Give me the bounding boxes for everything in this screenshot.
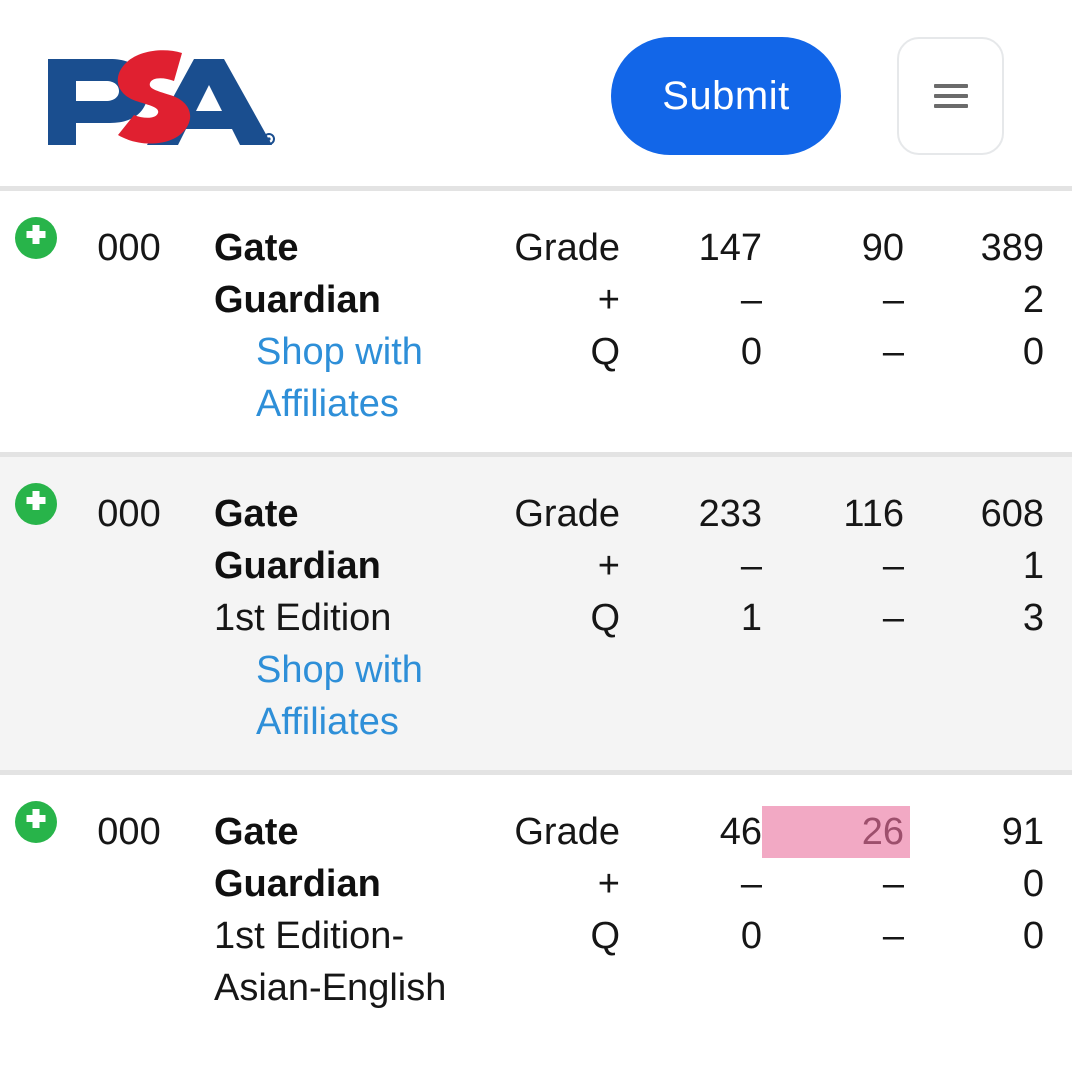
grade-value: – <box>740 545 762 587</box>
submit-button[interactable]: Submit <box>611 37 841 155</box>
grade-value-column: 389 2 0 <box>904 222 1044 378</box>
table-row: 000 Gate Guardian 1st Edition-Asian-Englis… <box>0 775 1072 1036</box>
grade-value: – <box>882 597 904 639</box>
grade-value: – <box>882 279 904 321</box>
grade-value: 26 <box>762 806 910 858</box>
grade-value: – <box>740 279 762 321</box>
menu-button[interactable] <box>897 37 1004 155</box>
grade-value: 0 <box>1022 915 1044 957</box>
hamburger-icon <box>933 84 968 108</box>
grade-value: – <box>882 545 904 587</box>
grade-value: – <box>882 915 904 957</box>
cert-id: 000 <box>97 493 161 535</box>
grade-label: + <box>597 863 620 905</box>
card-title: Gate Guardian <box>214 493 381 587</box>
grade-label: Grade <box>514 227 620 269</box>
grade-value: 147 <box>698 227 762 269</box>
grade-label: + <box>597 279 620 321</box>
grade-label-column: Grade + Q <box>450 488 620 644</box>
grade-label-column: Grade + Q <box>450 222 620 378</box>
grade-label: Grade <box>514 811 620 853</box>
grade-value: 2 <box>1022 279 1044 321</box>
grade-grid: Grade + Q 233 – 1 116 – – 608 1 3 <box>450 473 1046 644</box>
grade-label: + <box>597 545 620 587</box>
card-name-cell: Gate Guardian Shop with Affiliates <box>200 207 450 430</box>
grade-value-column: 46 – 0 <box>620 806 762 962</box>
grade-value: 46 <box>719 811 762 853</box>
row-divider <box>0 770 1072 775</box>
plus-circle-icon[interactable] <box>14 216 58 260</box>
row-divider <box>0 452 1072 457</box>
row-content: 000 Gate Guardian Shop with Affiliates Grad… <box>0 207 1072 430</box>
grade-value: – <box>882 863 904 905</box>
table-row: 000 Gate Guardian 1st Edition Shop with Aff… <box>0 457 1072 770</box>
grade-value: 3 <box>1022 597 1044 639</box>
grade-value: 90 <box>861 227 904 269</box>
grade-value: 0 <box>740 331 762 373</box>
header-divider <box>0 186 1072 191</box>
card-list: 000 Gate Guardian Shop with Affiliates Grad… <box>0 191 1072 1036</box>
grade-value-column: 608 1 3 <box>904 488 1044 644</box>
grade-value: 116 <box>843 493 904 535</box>
plus-circle-icon[interactable] <box>14 482 58 526</box>
grade-value-column: 147 – 0 <box>620 222 762 378</box>
page-header: Submit <box>0 0 1072 186</box>
card-variant: 1st Edition <box>214 597 392 639</box>
grade-label: Q <box>590 331 620 373</box>
grade-value: 0 <box>1022 331 1044 373</box>
row-content: 000 Gate Guardian 1st Edition-Asian-Englis… <box>0 791 1072 1014</box>
grade-label-column: Grade + Q <box>450 806 620 962</box>
grade-value: 389 <box>980 227 1044 269</box>
grade-value-column: 26 – – <box>762 806 910 962</box>
grade-value: – <box>740 863 762 905</box>
psa-logo <box>44 47 276 147</box>
grade-grid: Grade + Q 46–0 26– –91 0 0 <box>450 791 1046 962</box>
grade-value: 233 <box>698 493 762 535</box>
grade-value-column: 90 – – <box>762 222 904 378</box>
highlighted-grade-value: 26 <box>762 806 910 858</box>
grade-value: 1 <box>1022 545 1044 587</box>
shop-with-affiliates-link[interactable]: Shop with Affiliates <box>256 331 423 425</box>
grade-value-column: 116 – – <box>762 488 904 644</box>
cert-id: 000 <box>97 227 161 269</box>
card-name-cell: Gate Guardian 1st Edition Shop with Affili… <box>200 473 450 748</box>
grade-label: Q <box>590 915 620 957</box>
shop-with-affiliates-link[interactable]: Shop with Affiliates <box>256 649 423 743</box>
grade-label: Grade <box>514 493 620 535</box>
grade-value: 91 <box>1001 811 1044 853</box>
grade-value-column: 233 – 1 <box>620 488 762 644</box>
plus-circle-icon[interactable] <box>14 800 58 844</box>
card-variant: 1st Edition-Asian-English <box>214 915 447 1009</box>
grade-value-column: 91 0 0 <box>904 806 1044 962</box>
row-content: 000 Gate Guardian 1st Edition Shop with Aff… <box>0 473 1072 748</box>
card-title: Gate Guardian <box>214 227 381 321</box>
grade-value: 0 <box>1022 863 1044 905</box>
card-name-cell: Gate Guardian 1st Edition-Asian-English <box>200 791 450 1014</box>
table-row: 000 Gate Guardian Shop with Affiliates Grad… <box>0 191 1072 452</box>
grade-value: 0 <box>740 915 762 957</box>
grade-value: – <box>882 331 904 373</box>
grade-grid: Grade + Q 147 – 0 90 – – 389 2 0 <box>450 207 1046 378</box>
grade-value: 608 <box>980 493 1044 535</box>
grade-label: Q <box>590 597 620 639</box>
grade-value: 1 <box>740 597 762 639</box>
cert-id: 000 <box>97 811 161 853</box>
card-title: Gate Guardian <box>214 811 381 905</box>
